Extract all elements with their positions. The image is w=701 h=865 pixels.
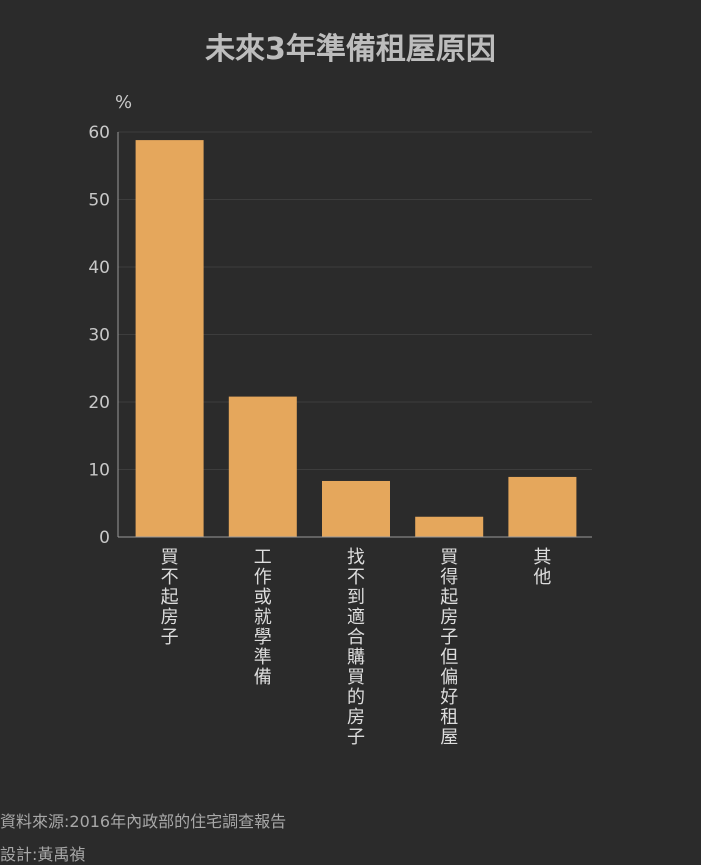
- bars: [135, 140, 577, 537]
- bar: [228, 396, 297, 537]
- bar: [135, 140, 204, 537]
- y-tick-label: 10: [88, 461, 110, 481]
- designer-credit: 設計:黃禹禎: [0, 845, 86, 864]
- x-tick-label: 買得起房子但偏好租屋: [440, 547, 459, 748]
- bar: [508, 476, 577, 537]
- y-tick-label: 30: [88, 326, 110, 346]
- y-tick-label: 60: [88, 123, 110, 143]
- y-axis-unit: %: [115, 92, 133, 113]
- x-tick-label: 其他: [533, 547, 552, 588]
- y-tick-label: 20: [88, 393, 110, 413]
- x-tick-label: 買不起房子: [160, 547, 179, 648]
- bar: [415, 516, 484, 537]
- x-tick-label: 工作或就學準備: [253, 547, 272, 688]
- y-tick-labels: 0 10 20 30 40 50 60: [88, 123, 110, 548]
- y-tick-label: 50: [88, 191, 110, 211]
- y-tick-label: 0: [99, 528, 110, 548]
- bar: [322, 480, 390, 537]
- y-tick-label: 40: [88, 258, 110, 278]
- x-tick-label: 找不到適合購買的房子: [347, 547, 365, 748]
- source-note: 資料來源:2016年內政部的住宅調查報告: [0, 812, 287, 831]
- chart-title: 未來3年準備租屋原因: [205, 32, 496, 67]
